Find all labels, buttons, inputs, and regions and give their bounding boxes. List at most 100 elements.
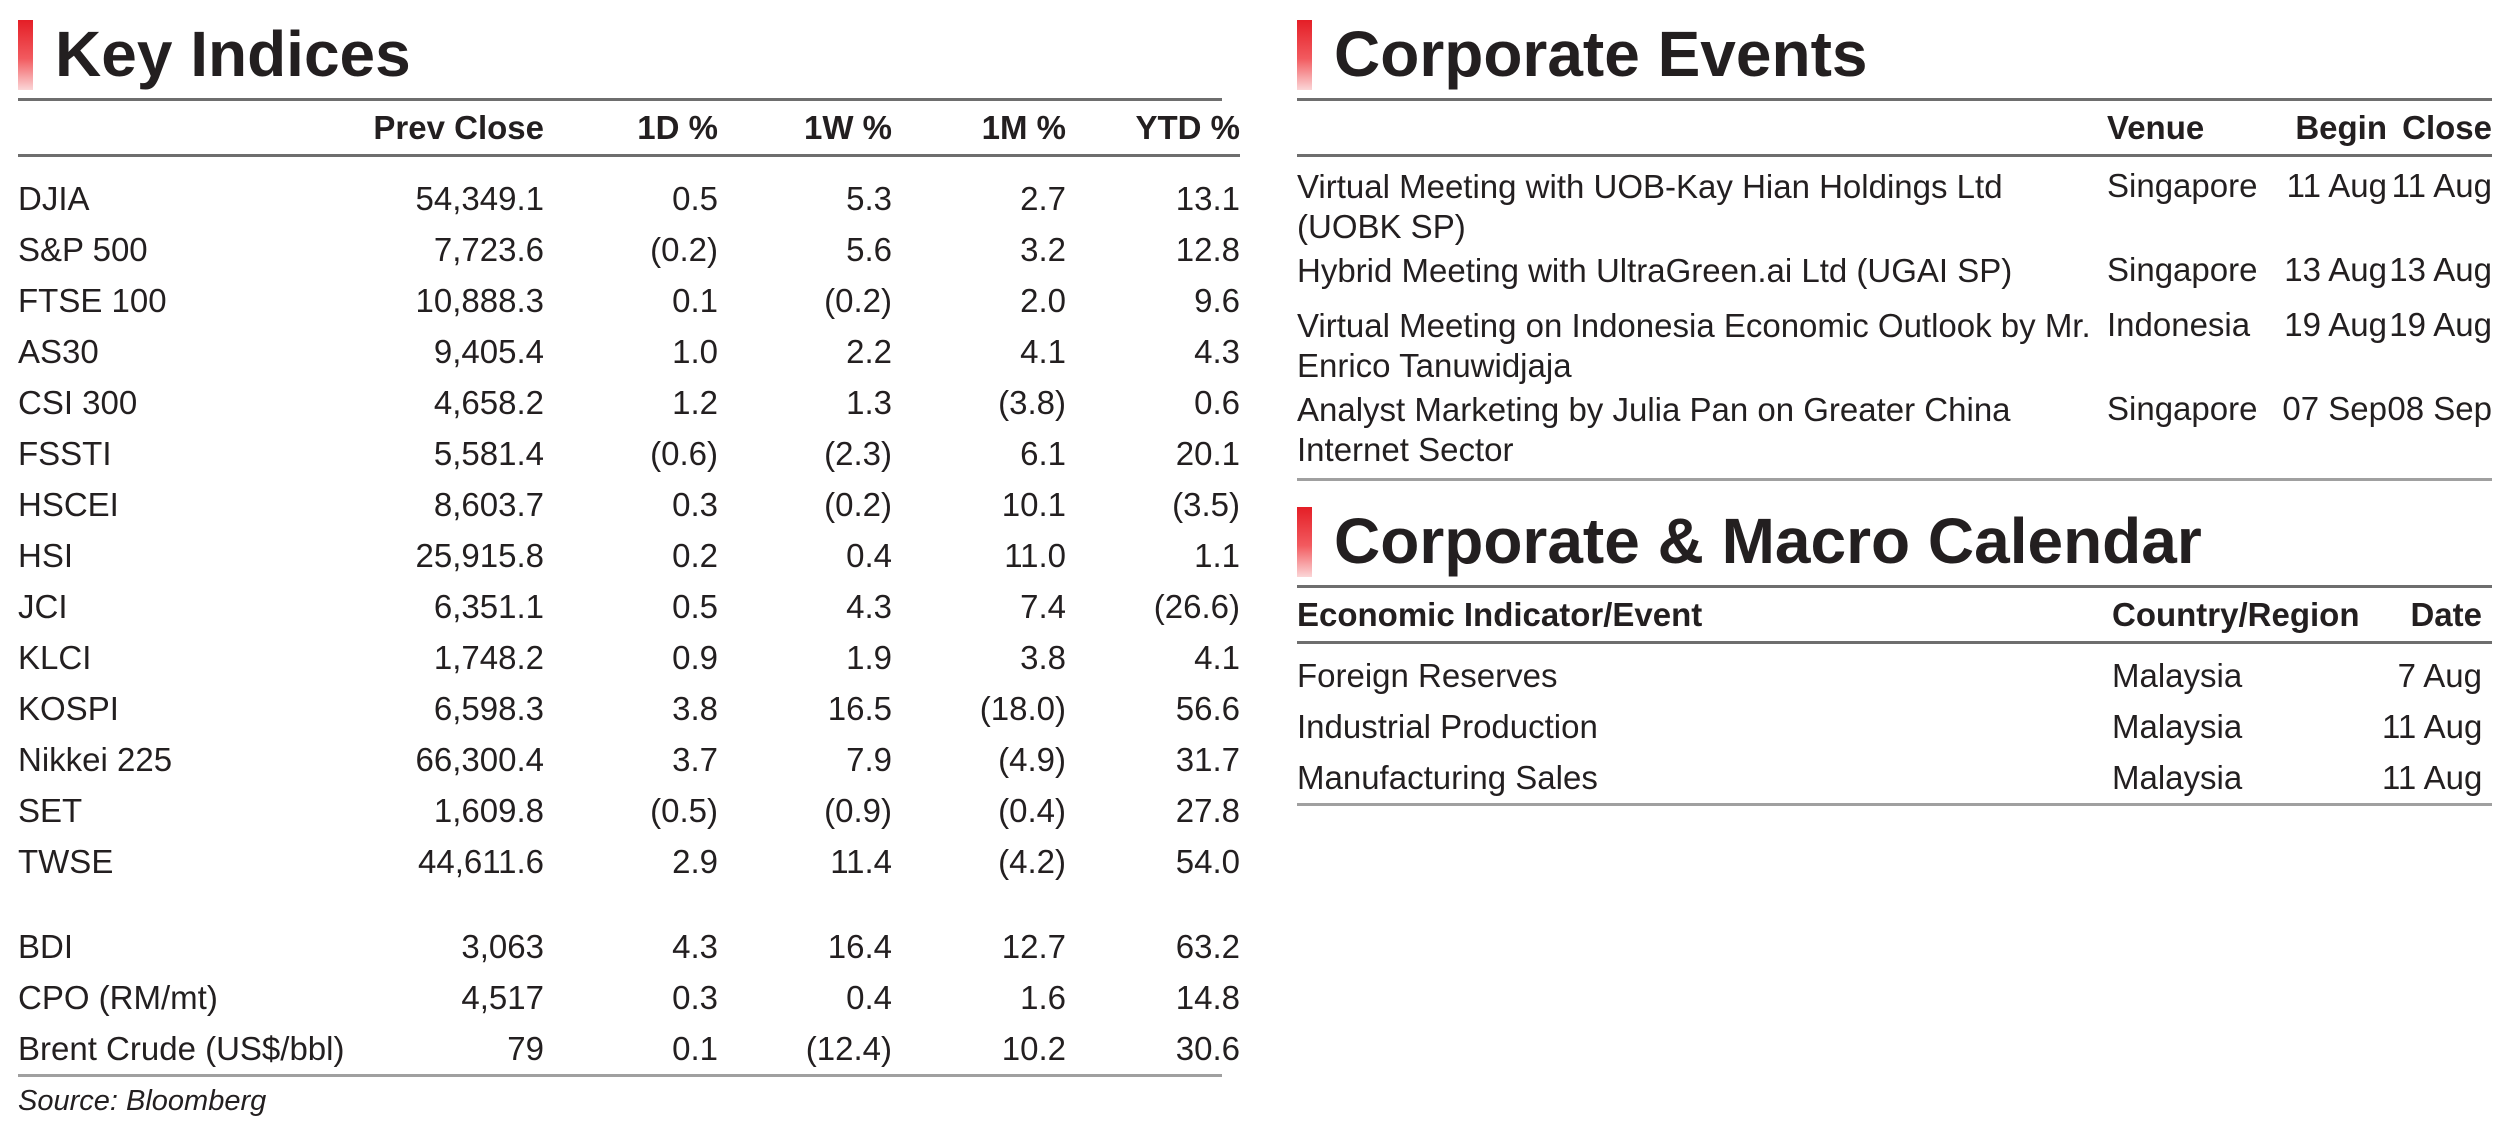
row-pad bbox=[2482, 752, 2492, 803]
change-1d-value: 1.0 bbox=[672, 332, 718, 370]
index-name: KLCI bbox=[18, 638, 92, 676]
column-header-economic-event: Economic Indicator/Event bbox=[1297, 595, 1703, 633]
spacer-row bbox=[18, 887, 1240, 921]
section-accent-bar bbox=[1297, 507, 1312, 577]
change-1m-value: 3.8 bbox=[1020, 638, 1066, 676]
change-1d-value: 1.2 bbox=[672, 383, 718, 421]
index-name: FTSE 100 bbox=[18, 281, 167, 319]
change-1d-value: (0.5) bbox=[650, 791, 718, 829]
table-row: Foreign Reserves Malaysia 7 Aug bbox=[1297, 650, 2492, 701]
change-ytd-value: (26.6) bbox=[1153, 587, 1240, 625]
column-header-venue: Venue bbox=[2107, 108, 2205, 146]
change-ytd-value: 27.8 bbox=[1175, 791, 1240, 829]
change-1m-value: 7.4 bbox=[1020, 587, 1066, 625]
commodities-table: BDI 3,063 4.3 16.4 12.7 63.2 CPO (RM/mt) 4,517 0… bbox=[18, 887, 1240, 1074]
macro-calendar-table: Economic Indicator/Event Country/Region … bbox=[1297, 588, 2492, 803]
change-1m-value: 1.6 bbox=[1020, 978, 1066, 1016]
macro-calendar-title: Corporate & Macro Calendar bbox=[1334, 505, 2202, 577]
prev-close-value: 10,888.3 bbox=[415, 281, 544, 319]
column-header-date: Date bbox=[2410, 595, 2482, 633]
event-begin-date: 07 Sep bbox=[2282, 390, 2387, 427]
table-row: Brent Crude (US$/bbl) 79 0.1 (12.4) 10.2 30.6 bbox=[18, 1023, 1240, 1074]
change-ytd-value: (3.5) bbox=[1172, 485, 1240, 523]
change-1d-value: 0.3 bbox=[672, 485, 718, 523]
indicator-date: 11 Aug bbox=[2382, 758, 2483, 796]
change-1d-value: 0.2 bbox=[672, 536, 718, 574]
change-ytd-value: 14.8 bbox=[1175, 978, 1240, 1016]
change-1w-value: 7.9 bbox=[846, 740, 892, 778]
change-ytd-value: 13.1 bbox=[1175, 179, 1240, 217]
table-row: S&P 500 7,723.6 (0.2) 5.6 3.2 12.8 bbox=[18, 224, 1240, 275]
table-row: FTSE 100 10,888.3 0.1 (0.2) 2.0 9.6 bbox=[18, 275, 1240, 326]
table-row: HSCEI 8,603.7 0.3 (0.2) 10.1 (3.5) bbox=[18, 479, 1240, 530]
commodities-body: BDI 3,063 4.3 16.4 12.7 63.2 CPO (RM/mt) 4,517 0… bbox=[18, 887, 1240, 1074]
indicator-date: 7 Aug bbox=[2397, 656, 2482, 694]
prev-close-value: 25,915.8 bbox=[415, 536, 544, 574]
prev-close-value: 1,748.2 bbox=[433, 638, 544, 676]
index-name: TWSE bbox=[18, 842, 114, 880]
change-1w-value: (0.9) bbox=[824, 791, 892, 829]
event-venue: Indonesia bbox=[2107, 306, 2251, 343]
corporate-events-title: Corporate Events bbox=[1334, 18, 1868, 90]
column-header-ytd: YTD % bbox=[1135, 108, 1240, 146]
event-begin-date: 19 Aug bbox=[2284, 306, 2387, 343]
change-1w-value: 16.4 bbox=[827, 927, 892, 965]
event-close-date: 19 Aug bbox=[2389, 306, 2492, 343]
change-1d-value: 0.5 bbox=[672, 587, 718, 625]
prev-close-value: 6,351.1 bbox=[433, 587, 544, 625]
indicator-name: Foreign Reserves bbox=[1297, 656, 1558, 694]
prev-close-value: 4,517 bbox=[461, 978, 544, 1016]
change-1m-value: (4.2) bbox=[998, 842, 1066, 880]
event-close-date: 11 Aug bbox=[2391, 167, 2492, 204]
prev-close-value: 44,611.6 bbox=[417, 842, 544, 880]
table-row: JCI 6,351.1 0.5 4.3 7.4 (26.6) bbox=[18, 581, 1240, 632]
event-begin-date: 13 Aug bbox=[2284, 251, 2387, 288]
change-1w-value: 16.5 bbox=[827, 689, 892, 727]
prev-close-value: 1,609.8 bbox=[433, 791, 544, 829]
change-1w-value: (12.4) bbox=[805, 1029, 892, 1067]
table-row: KOSPI 6,598.3 3.8 16.5 (18.0) 56.6 bbox=[18, 683, 1240, 734]
change-1d-value: 2.9 bbox=[672, 842, 718, 880]
change-ytd-value: 1.1 bbox=[1194, 536, 1240, 574]
change-1w-value: 11.4 bbox=[830, 842, 892, 880]
source-note: Source: Bloomberg bbox=[18, 1085, 267, 1117]
column-header-1m: 1M % bbox=[981, 108, 1066, 146]
key-indices-title: Key Indices bbox=[55, 18, 411, 90]
change-1w-value: 2.2 bbox=[846, 332, 892, 370]
index-name: JCI bbox=[18, 587, 68, 625]
event-name: Virtual Meeting with UOB-Kay Hian Holdin… bbox=[1297, 168, 2003, 245]
change-1d-value: 3.8 bbox=[672, 689, 718, 727]
prev-close-value: 3,063 bbox=[461, 927, 544, 965]
header-divider bbox=[1297, 154, 2492, 158]
section-accent-bar bbox=[18, 20, 33, 90]
change-ytd-value: 20.1 bbox=[1175, 434, 1240, 472]
table-row: CPO (RM/mt) 4,517 0.3 0.4 1.6 14.8 bbox=[18, 972, 1240, 1023]
indicator-country: Malaysia bbox=[2112, 656, 2243, 694]
table-header-row: Prev Close 1D % 1W % 1M % YTD % bbox=[18, 101, 1240, 156]
change-1d-value: 0.1 bbox=[672, 281, 718, 319]
row-pad bbox=[2482, 650, 2492, 701]
header-divider bbox=[1297, 641, 2492, 645]
table-row: SET 1,609.8 (0.5) (0.9) (0.4) 27.8 bbox=[18, 785, 1240, 836]
change-1m-value: 2.0 bbox=[1020, 281, 1066, 319]
table-header-row: Economic Indicator/Event Country/Region … bbox=[1297, 588, 2492, 643]
index-name: HSI bbox=[18, 536, 74, 574]
table-row: HSI 25,915.8 0.2 0.4 11.0 1.1 bbox=[18, 530, 1240, 581]
change-1w-value: (0.2) bbox=[824, 485, 892, 523]
key-indices-body: DJIA 54,349.1 0.5 5.3 2.7 13.1 S&P 500 7,723.6 (… bbox=[18, 154, 1240, 888]
indicator-country: Malaysia bbox=[2112, 707, 2243, 745]
change-1m-value: 3.2 bbox=[1020, 230, 1066, 268]
calendar-bottom-divider bbox=[1297, 803, 2492, 806]
section-accent-bar bbox=[1297, 20, 1312, 90]
table-row: Manufacturing Sales Malaysia 11 Aug bbox=[1297, 752, 2492, 803]
change-ytd-value: 30.6 bbox=[1175, 1029, 1240, 1067]
table-row: CSI 300 4,658.2 1.2 1.3 (3.8) 0.6 bbox=[18, 377, 1240, 428]
row-pad bbox=[2482, 701, 2492, 752]
prev-close-value: 6,598.3 bbox=[433, 689, 544, 727]
change-1w-value: 0.4 bbox=[846, 536, 892, 574]
table-header-row: Venue Begin Close bbox=[1297, 101, 2492, 156]
change-1m-value: 10.2 bbox=[1001, 1029, 1066, 1067]
change-ytd-value: 12.8 bbox=[1175, 230, 1240, 268]
bottom-divider bbox=[18, 1074, 1222, 1077]
header-divider bbox=[18, 154, 1240, 158]
